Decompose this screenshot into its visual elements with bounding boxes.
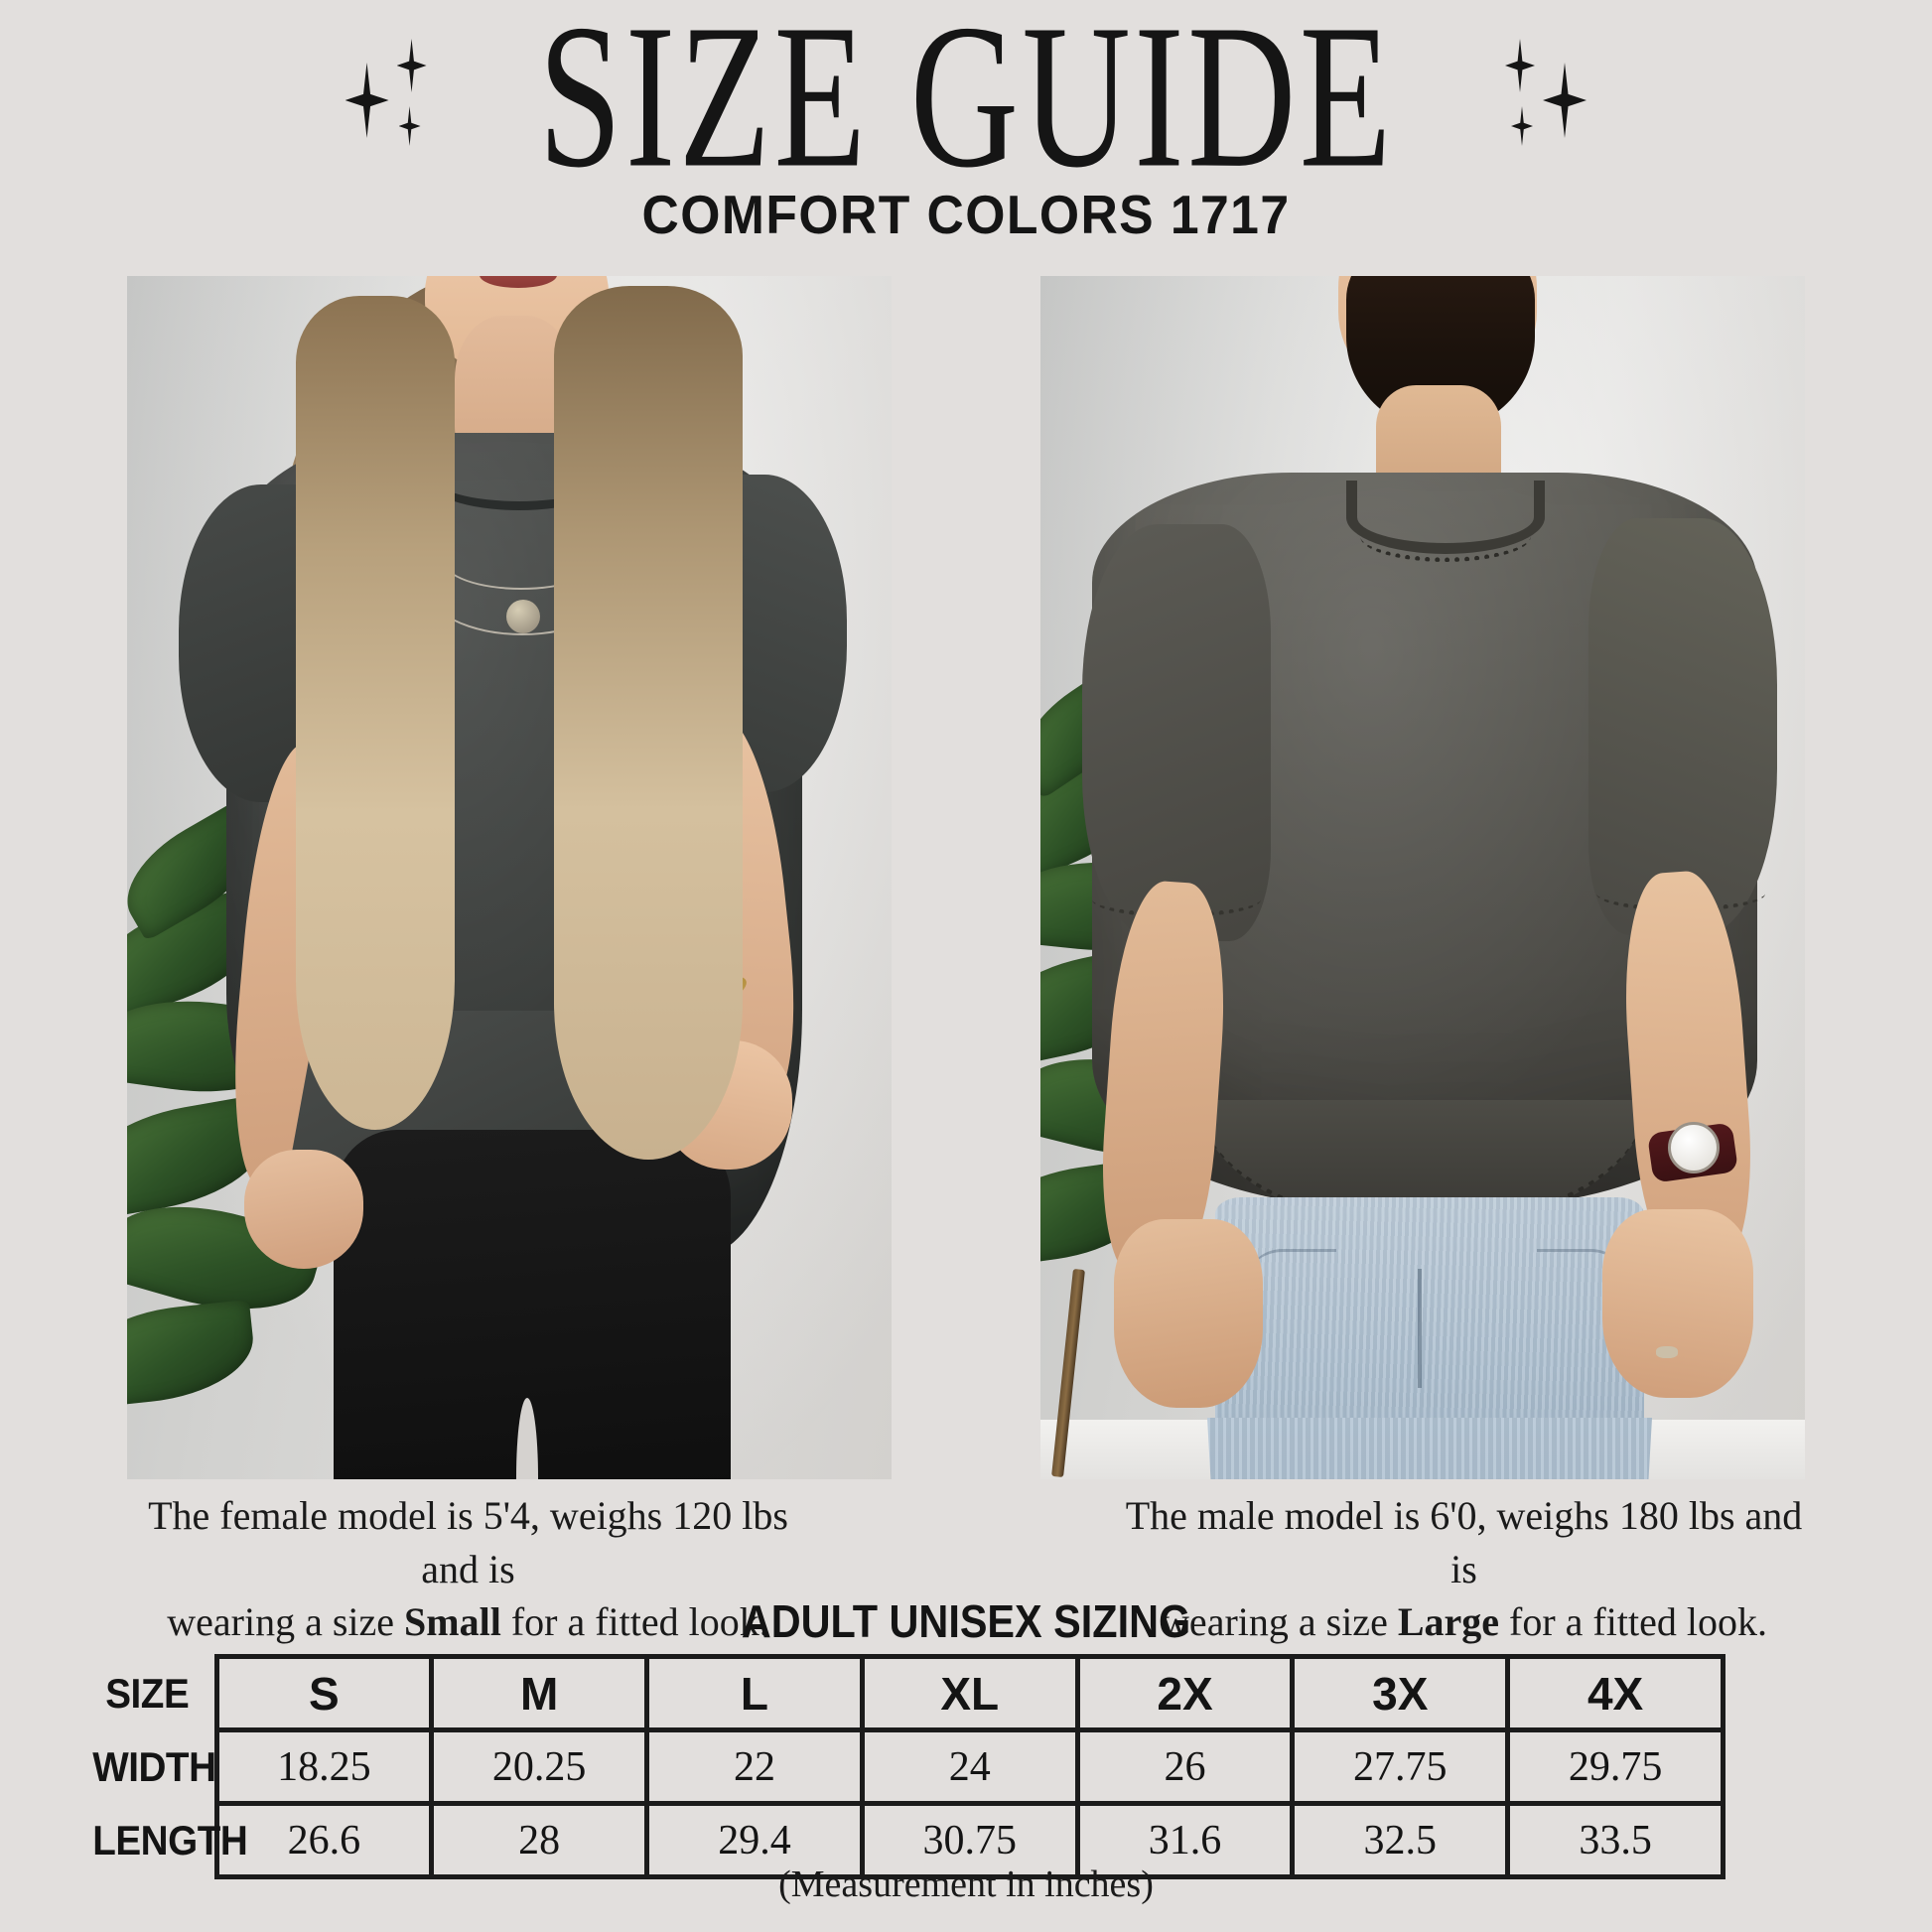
wedding-ring [1656, 1346, 1678, 1358]
width-cell: 29.75 [1505, 1727, 1725, 1806]
model-lips [480, 276, 557, 288]
header: SIZE GUIDE COMFORT COLORS 1717 [0, 0, 1932, 246]
length-cell: 31.6 [1074, 1801, 1296, 1879]
tshirt-sleeve-left [1082, 524, 1271, 941]
model-hair-front-left [296, 296, 455, 1130]
page-subtitle: COMFORT COLORS 1717 [641, 184, 1291, 245]
jeans-pocket-left [1247, 1249, 1336, 1328]
width-cell: 26 [1074, 1727, 1296, 1806]
table-row-width: WIDTH 18.25 20.25 22 24 26 27.75 29.75 [87, 1727, 1725, 1806]
size-header-cell: L [644, 1654, 865, 1732]
size-header-cell: 4X [1505, 1654, 1725, 1732]
model-hand-right [1602, 1209, 1753, 1398]
table-title: ADULT UNISEX SIZING [741, 1595, 1191, 1647]
model-hand-left [1114, 1219, 1263, 1408]
row-label-size: SIZE [105, 1669, 190, 1717]
size-header-cell: S [213, 1654, 435, 1732]
jeans-fly [1418, 1269, 1422, 1388]
caption-size-emphasis: Large [1397, 1599, 1500, 1645]
size-chart-table: SIZE S M L XL 2X 3X 4X WIDTH 18.25 20.25… [87, 1654, 1725, 1879]
model-hair-front-right [554, 286, 743, 1160]
measurement-footnote: (Measurement in inches) [778, 1863, 1154, 1905]
page-title: SIZE GUIDE [537, 0, 1395, 211]
size-header-cell: 3X [1290, 1654, 1511, 1732]
length-cell: 26.6 [213, 1801, 435, 1879]
size-header-cell: XL [859, 1654, 1080, 1732]
width-cell: 27.75 [1290, 1727, 1511, 1806]
size-table-wrap: SIZE S M L XL 2X 3X 4X WIDTH 18.25 20.25… [87, 1654, 1725, 1879]
leg-gap [516, 1398, 538, 1479]
table-row-length: LENGTH 26.6 28 29.4 30.75 31.6 32.5 33.5 [87, 1801, 1725, 1879]
wristwatch-face [1668, 1122, 1720, 1173]
necklace-pendant [506, 600, 540, 633]
width-cell: 18.25 [213, 1727, 435, 1806]
caption-line-2-prefix: wearing a size [1161, 1599, 1398, 1645]
length-cell: 30.75 [859, 1801, 1080, 1879]
caption-line-2-suffix: for a fitted look. [1499, 1599, 1767, 1645]
male-model-caption: The male model is 6'0, weighs 180 lbs an… [966, 1489, 1932, 1649]
caption-line-1: The female model is 5'4, weighs 120 lbs … [148, 1493, 788, 1591]
size-header-cell: M [429, 1654, 650, 1732]
width-cell: 20.25 [429, 1727, 650, 1806]
sparkle-icon-left [340, 33, 451, 162]
row-label-length: LENGTH [92, 1816, 248, 1863]
length-cell: 33.5 [1505, 1801, 1725, 1879]
female-model-photo [127, 276, 892, 1479]
sparkle-icon-right [1481, 33, 1592, 162]
size-header-cell: 2X [1074, 1654, 1296, 1732]
width-cell: 24 [859, 1727, 1080, 1806]
male-model-photo [1040, 276, 1805, 1479]
caption-line-2-suffix: for a fitted look. [500, 1599, 769, 1645]
caption-size-emphasis: Small [404, 1599, 501, 1645]
model-jeans-legs [1207, 1418, 1652, 1479]
model-captions: The female model is 5'4, weighs 120 lbs … [0, 1489, 1932, 1649]
length-cell: 28 [429, 1801, 650, 1879]
row-label-width: WIDTH [92, 1742, 216, 1790]
model-hand-left [244, 1150, 363, 1269]
width-cell: 22 [644, 1727, 865, 1806]
title-row: SIZE GUIDE [0, 0, 1932, 200]
tshirt-sleeve-right [1588, 518, 1777, 935]
caption-line-1: The male model is 6'0, weighs 180 lbs an… [1125, 1493, 1803, 1591]
length-cell: 29.4 [644, 1801, 865, 1879]
model-photos [127, 276, 1805, 1479]
tshirt-collar-stitching [1360, 510, 1531, 562]
length-cell: 32.5 [1290, 1801, 1511, 1879]
caption-line-2-prefix: wearing a size [167, 1599, 405, 1645]
female-model-caption: The female model is 5'4, weighs 120 lbs … [0, 1489, 966, 1649]
table-row-sizes: SIZE S M L XL 2X 3X 4X [87, 1654, 1725, 1732]
